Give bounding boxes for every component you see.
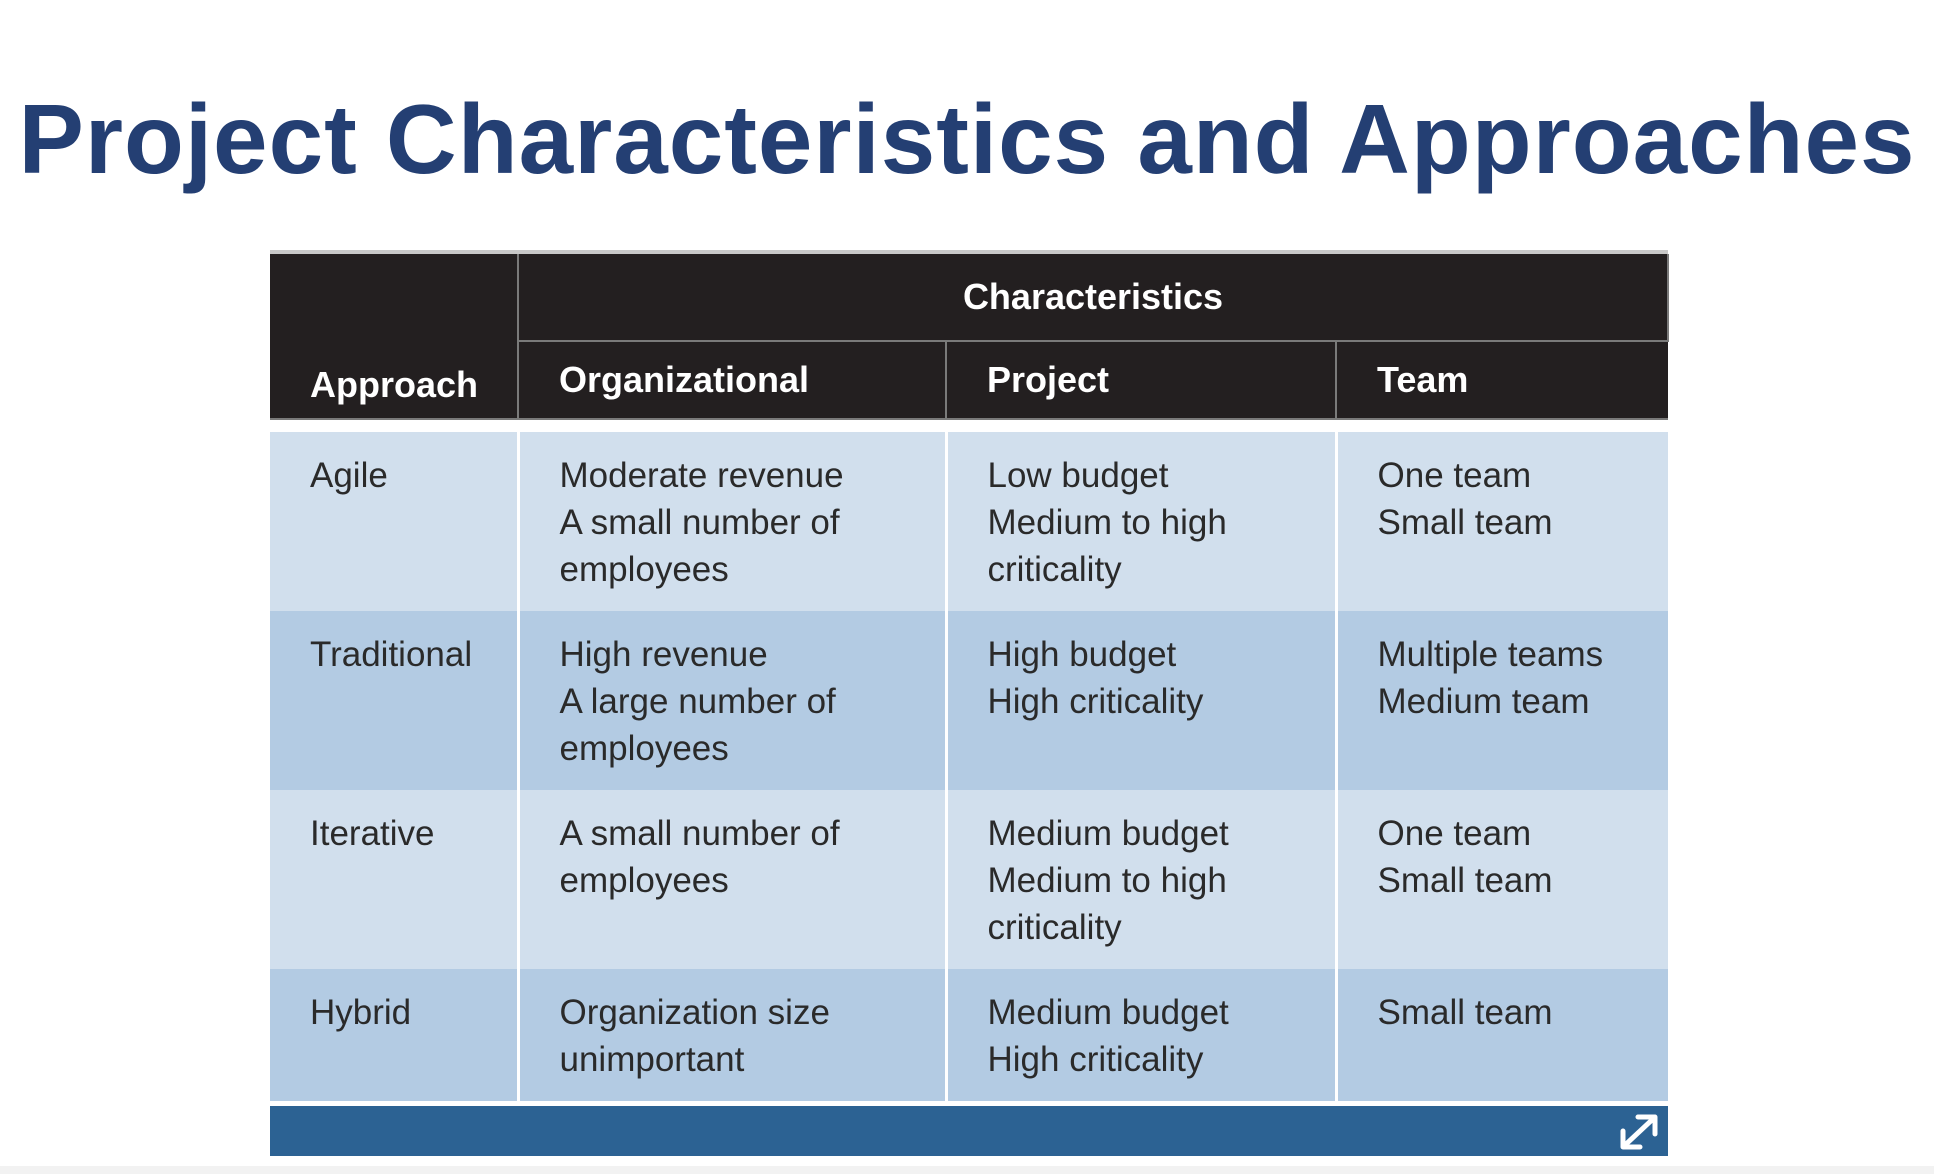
expand-icon-graphic [1620, 1114, 1658, 1150]
table-row: Agile Moderate revenue A small number of… [270, 432, 1669, 611]
approach-cell: Hybrid [270, 969, 520, 1101]
approach-cell: Iterative [270, 790, 520, 969]
characteristics-table: Approach Characteristics Organizational … [270, 254, 1670, 1101]
column-header-approach: Approach [270, 254, 519, 420]
project-cell: Medium budget High criticality [946, 969, 1338, 1101]
expand-icon[interactable] [1618, 1110, 1662, 1152]
team-cell: Multiple teams Medium team [1336, 611, 1669, 790]
approach-cell: Traditional [270, 611, 520, 790]
organizational-cell: A small number of employees [518, 790, 948, 969]
page-title: Project Characteristics and Approaches [18, 83, 1916, 194]
organizational-cell: High revenue A large number of employees [518, 611, 948, 790]
table-row: Traditional High revenue A large number … [270, 611, 1669, 790]
table-row: Iterative A small number of employees Me… [270, 790, 1669, 969]
team-cell: One team Small team [1336, 432, 1669, 611]
project-cell: Low budget Medium to high criticality [946, 432, 1338, 611]
characteristics-table-figure: Approach Characteristics Organizational … [270, 250, 1670, 1156]
column-header-team: Team [1334, 341, 1669, 420]
column-header-project: Project [945, 341, 1337, 420]
table-footer-bar [270, 1106, 1668, 1156]
table-row: Hybrid Organization size unimportant Med… [270, 969, 1669, 1101]
column-header-organizational: Organizational [517, 341, 947, 420]
project-cell: Medium budget Medium to high criticality [946, 790, 1338, 969]
team-cell: Small team [1336, 969, 1669, 1101]
project-cell: High budget High criticality [946, 611, 1338, 790]
bottom-edge [0, 1166, 1934, 1174]
approach-cell: Agile [270, 432, 520, 611]
team-cell: One team Small team [1336, 790, 1669, 969]
organizational-cell: Organization size unimportant [518, 969, 948, 1101]
header-gap [270, 419, 1669, 432]
group-header-characteristics: Characteristics [516, 254, 1670, 342]
organizational-cell: Moderate revenue A small number of emplo… [518, 432, 948, 611]
